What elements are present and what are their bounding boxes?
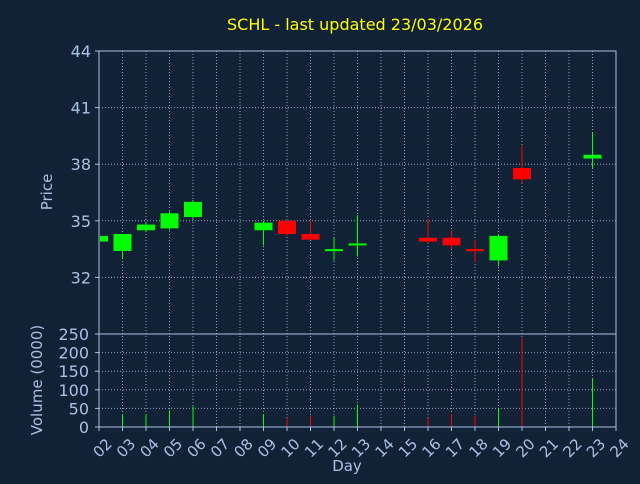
x-tick-label: 22 <box>560 435 586 461</box>
x-tick-label: 16 <box>419 435 445 461</box>
candle-body <box>254 222 273 231</box>
candle-body <box>160 213 179 229</box>
x-tick-label: 18 <box>466 435 492 461</box>
x-tick-label: 19 <box>489 435 515 461</box>
price-tick-label: 35 <box>71 212 91 231</box>
candle-body <box>301 234 320 240</box>
x-tick-label: 11 <box>301 435 327 461</box>
candle-body <box>113 234 132 251</box>
x-tick-label: 10 <box>278 435 304 461</box>
price-tick-label: 41 <box>71 99 91 118</box>
price-tick-label: 32 <box>71 268 91 287</box>
x-tick-label: 21 <box>536 435 562 461</box>
x-tick-label: 09 <box>254 435 280 461</box>
volume-tick-label: 250 <box>58 325 89 344</box>
volume-tick-label: 150 <box>58 362 89 381</box>
volume-panel-frame <box>98 333 617 428</box>
volume-tick-label: 50 <box>69 399 89 418</box>
x-tick-label: 15 <box>395 435 421 461</box>
candle-body <box>419 237 437 242</box>
axes-layer: 0203040506070809101112131415161718192021… <box>58 42 632 461</box>
candle-body <box>100 235 108 242</box>
candle-body <box>513 167 531 180</box>
candle-body <box>442 237 461 246</box>
x-tick-label: 03 <box>113 435 139 461</box>
volume-bars <box>98 337 593 427</box>
candle-body <box>184 201 202 218</box>
x-axis-label: Day <box>332 457 362 475</box>
volume-tick-label: 200 <box>58 344 89 363</box>
x-tick-label: 24 <box>607 435 633 461</box>
x-tick-label: 20 <box>513 435 539 461</box>
candle-body <box>278 220 296 235</box>
x-tick-label: 08 <box>231 435 257 461</box>
volume-tick-label: 100 <box>58 381 89 400</box>
price-axis-label: Price <box>38 174 56 211</box>
chart-title: SCHL - last updated 23/03/2026 <box>227 15 483 34</box>
candle-body <box>583 154 602 159</box>
volume-tick-label: 0 <box>79 418 89 437</box>
candle-body <box>466 249 484 252</box>
candle-body <box>325 249 343 252</box>
price-tick-label: 38 <box>71 155 91 174</box>
volume-axis-label: Volume (0000) <box>28 325 46 435</box>
x-tick-label: 17 <box>442 435 468 461</box>
x-tick-label: 07 <box>207 435 233 461</box>
x-tick-label: 05 <box>160 435 186 461</box>
x-tick-label: 23 <box>583 435 609 461</box>
candle-body <box>348 243 367 246</box>
price-tick-label: 44 <box>71 42 91 61</box>
x-tick-label: 06 <box>184 435 210 461</box>
x-tick-label: 02 <box>90 435 116 461</box>
candle-body <box>137 224 155 231</box>
price-candles <box>98 132 602 267</box>
x-tick-label: 14 <box>372 435 398 461</box>
candle-body <box>489 235 508 261</box>
x-tick-label: 04 <box>137 435 163 461</box>
